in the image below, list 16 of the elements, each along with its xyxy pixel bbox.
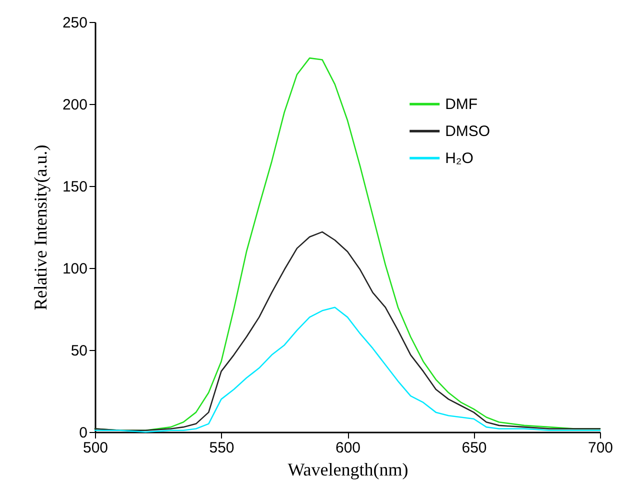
- y-tick-label: 100: [62, 260, 88, 278]
- y-axis-title: Relative Intensity(a.u.): [30, 144, 50, 310]
- legend-label: H₂O: [445, 150, 474, 168]
- y-tick-label: 200: [62, 96, 88, 114]
- y-tick-label: 50: [70, 342, 88, 360]
- x-tick-label: 600: [335, 440, 361, 456]
- y-tick-label: 250: [62, 14, 88, 32]
- x-tick-label: 550: [209, 440, 234, 456]
- y-tick-label: 150: [62, 178, 88, 196]
- x-axis-title: Wavelength(nm): [288, 460, 408, 480]
- x-tick-label: 500: [82, 440, 108, 456]
- legend-label: DMSO: [445, 123, 490, 140]
- legend-label: DMF: [445, 96, 478, 114]
- x-tick-label: 650: [462, 440, 487, 456]
- y-tick-label: 0: [79, 424, 88, 442]
- x-tick-label: 700: [588, 440, 614, 456]
